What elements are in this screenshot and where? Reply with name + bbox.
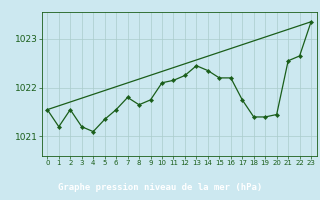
Text: Graphe pression niveau de la mer (hPa): Graphe pression niveau de la mer (hPa) (58, 183, 262, 192)
